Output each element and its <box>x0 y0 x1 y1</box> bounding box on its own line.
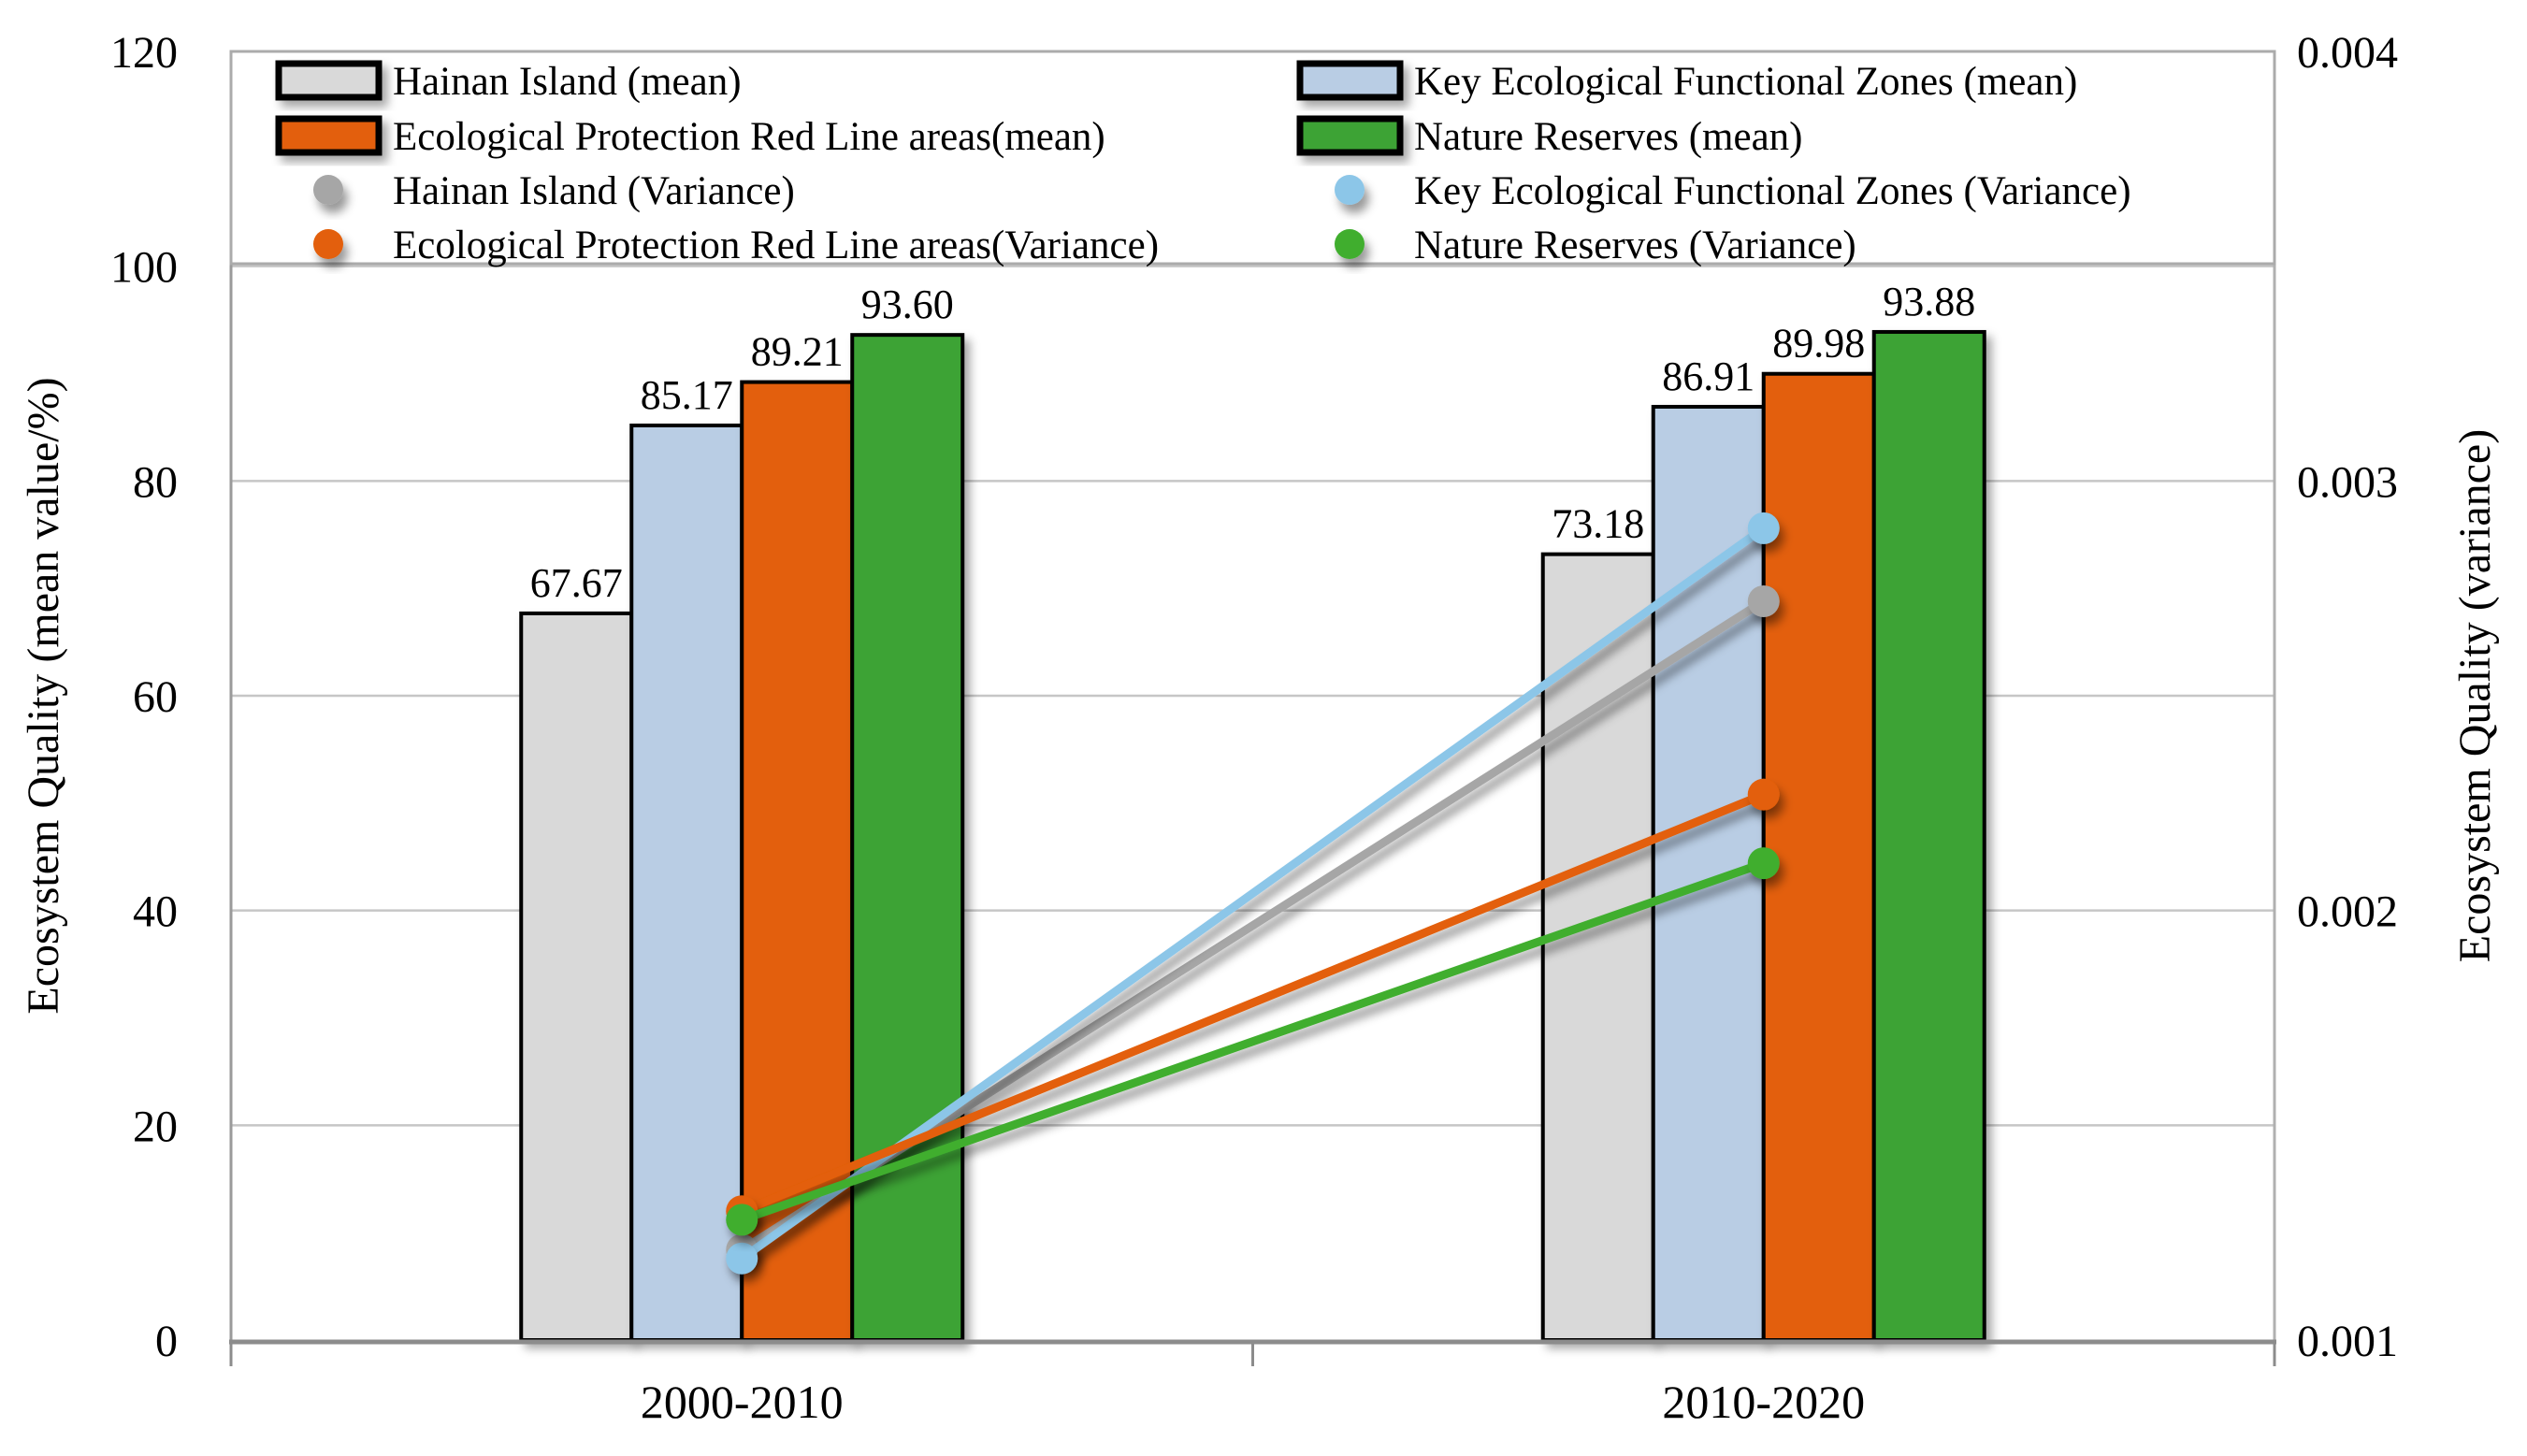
right-axis-tick-label: 0.002 <box>2297 887 2398 937</box>
variance-marker-nature-reserves-variance-2010-2020 <box>1747 847 1780 880</box>
legend-swatch-ecological-protection-red-line-areas-mean <box>275 115 383 156</box>
variance-marker-hainan-island-variance-2010-2020 <box>1747 584 1780 617</box>
left-axis-tick-label: 80 <box>133 457 178 507</box>
variance-line-ecological-protection-red-line-areas-variance <box>737 790 1769 1216</box>
right-axis-tick-label: 0.003 <box>2297 457 2398 507</box>
variance-marker-key-ecological-functional-zones-variance-2000-2010 <box>726 1242 758 1275</box>
variance-line-nature-reserves-variance <box>737 858 1769 1224</box>
bar-value-label: 89.98 <box>1772 321 1865 367</box>
bar-value-label: 86.91 <box>1662 353 1754 399</box>
left-axis-tick-labels: 0 20 40 60 80 100 120 <box>110 28 178 1366</box>
left-axis-tick-label: 100 <box>110 243 178 293</box>
legend-swatch-key-ecological-functional-zones-mean <box>1296 60 1404 101</box>
bar-hainan-island-mean-2000-2010 <box>519 611 634 1342</box>
bar-value-label: 93.60 <box>861 281 954 327</box>
legend-label-ecological-protection-red-line-areas-mean: Ecological Protection Red Line areas(mea… <box>393 115 1105 159</box>
legend-label-key-ecological-functional-zones-mean: Key Ecological Functional Zones (mean) <box>1414 60 2077 104</box>
bar-value-label: 89.21 <box>751 329 844 375</box>
legend-marker-hainan-island-variance <box>313 175 343 205</box>
x-category-label: 2000-2010 <box>641 1376 844 1428</box>
legend-swatch-nature-reserves-mean <box>1296 115 1404 156</box>
x-category-label: 2010-2020 <box>1662 1376 1865 1428</box>
legend-swatch-hainan-island-mean <box>275 60 383 101</box>
bar-value-label: 67.67 <box>530 560 623 606</box>
legend-label-nature-reserves-variance: Nature Reserves (Variance) <box>1414 223 1856 267</box>
bar-value-label: 93.88 <box>1883 279 1975 324</box>
bar-data-labels: 67.67 85.17 89.21 93.60 73.18 86.91 89.98 93.88 <box>530 279 1976 606</box>
right-axis-tick-labels: 0.001 0.002 0.003 0.004 <box>2297 28 2398 1366</box>
bar-key-ecological-functional-zones-mean-2000-2010 <box>629 423 744 1343</box>
right-axis-tick-label: 0.004 <box>2297 28 2398 78</box>
left-axis-title: Ecosystem Quality (mean value/%) <box>19 377 68 1014</box>
left-axis-tick-label: 120 <box>110 28 178 78</box>
legend-marker-ecological-protection-red-line-areas-variance <box>313 229 343 259</box>
right-axis-tick-label: 0.001 <box>2297 1317 2398 1366</box>
legend-label-key-ecological-functional-zones-variance: Key Ecological Functional Zones (Varianc… <box>1414 169 2131 213</box>
variance-marker-key-ecological-functional-zones-variance-2010-2020 <box>1747 512 1780 544</box>
legend-label-nature-reserves-mean: Nature Reserves (mean) <box>1414 115 1802 159</box>
bar-ecological-protection-red-line-areas-mean-2000-2010 <box>740 380 855 1343</box>
bar-series-group <box>519 329 1986 1343</box>
legend-marker-key-ecological-functional-zones-variance <box>1335 175 1365 205</box>
left-axis-tick-label: 40 <box>133 887 178 937</box>
variance-line-key-ecological-functional-zones-variance <box>737 524 1769 1263</box>
legend-box: Hainan Island (mean) Key Ecological Funct… <box>229 50 2276 267</box>
left-axis-tick-label: 60 <box>133 672 178 722</box>
legend-label-hainan-island-variance: Hainan Island (Variance) <box>393 169 795 213</box>
variance-marker-nature-reserves-variance-2000-2010 <box>726 1204 758 1236</box>
left-axis-tick-label: 0 <box>155 1317 178 1366</box>
legend-label-ecological-protection-red-line-areas-variance: Ecological Protection Red Line areas(Var… <box>393 223 1159 267</box>
bar-value-label: 85.17 <box>641 372 733 418</box>
x-axis: 2000-2010 2010-2020 <box>229 1339 2276 1428</box>
right-axis-title: Ecosystem Quality (variance) <box>2450 429 2500 962</box>
legend-marker-nature-reserves-variance <box>1335 229 1365 259</box>
bar-ecological-protection-red-line-areas-mean-2010-2020 <box>1761 371 1876 1343</box>
left-axis-tick-label: 20 <box>133 1102 178 1151</box>
legend-label-hainan-island-mean: Hainan Island (mean) <box>393 60 742 104</box>
bar-value-label: 73.18 <box>1552 501 1644 547</box>
bar-nature-reserves-mean-2010-2020 <box>1871 329 1986 1342</box>
bar-nature-reserves-mean-2000-2010 <box>850 333 965 1342</box>
legend-frame <box>229 50 2276 266</box>
variance-marker-ecological-protection-red-line-areas-variance-2010-2020 <box>1747 778 1780 811</box>
variance-line-series-group <box>726 512 1780 1275</box>
